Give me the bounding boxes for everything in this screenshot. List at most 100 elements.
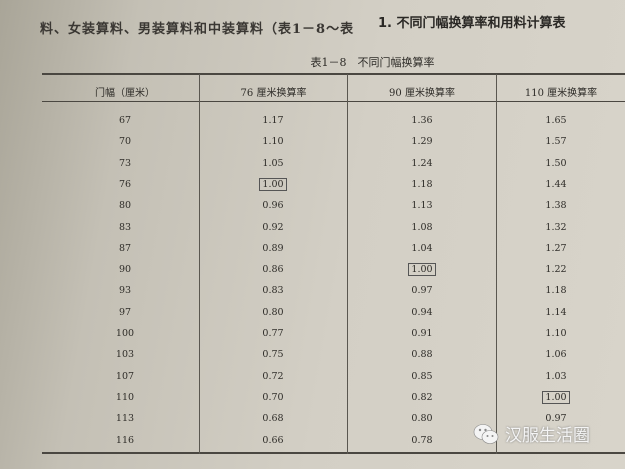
watermark-text: 汉服生活圈 xyxy=(505,426,590,446)
rate-cell: 1.44 xyxy=(526,179,586,190)
rate-cell: 1.22 xyxy=(526,264,586,275)
rate-cell: 1.13 xyxy=(392,200,452,211)
row-width-cell: 116 xyxy=(95,435,155,446)
row-width-cell: 76 xyxy=(95,179,155,190)
cell-value: 1.10 xyxy=(545,328,567,339)
rate-cell: 1.08 xyxy=(392,222,452,233)
rate-cell: 0.80 xyxy=(392,413,452,424)
rate-cell: 1.36 xyxy=(392,115,452,126)
rate-cell: 1.00 xyxy=(526,390,586,404)
rate-cell: 1.14 xyxy=(526,307,586,318)
rate-cell: 1.00 xyxy=(392,263,452,277)
row-width-cell: 113 xyxy=(95,413,155,424)
cell-value: 0.92 xyxy=(262,221,284,233)
rate-cell: 0.75 xyxy=(243,349,303,360)
rate-cell: 0.97 xyxy=(526,413,586,424)
header-76: 76 厘米换算率 xyxy=(240,88,307,99)
header-rule xyxy=(42,101,625,102)
row-width-cell: 70 xyxy=(95,136,155,147)
cell-value: 1.44 xyxy=(545,178,567,190)
rate-cell: 1.10 xyxy=(243,136,303,147)
cell-value: 1.18 xyxy=(545,285,567,297)
rate-cell: 1.17 xyxy=(243,115,303,126)
cell-value: 1.24 xyxy=(411,157,433,169)
rate-cell: 1.57 xyxy=(526,136,586,147)
cell-value: 80 xyxy=(118,200,132,212)
rate-cell: 1.06 xyxy=(526,349,586,360)
cell-value: 1.65 xyxy=(545,115,567,126)
rate-cell: 1.65 xyxy=(526,115,586,126)
cell-value: 1.08 xyxy=(411,221,433,233)
rate-cell: 0.82 xyxy=(392,392,452,403)
cell-value: 1.00 xyxy=(542,390,570,404)
cell-value: 113 xyxy=(115,413,135,425)
rate-cell: 1.05 xyxy=(243,158,303,169)
cell-value: 0.88 xyxy=(411,349,433,361)
cell-value: 70 xyxy=(118,136,132,148)
cell-value: 0.68 xyxy=(262,413,284,425)
cell-value: 83 xyxy=(118,221,132,233)
cell-value: 1.57 xyxy=(545,136,567,148)
cell-value: 67 xyxy=(118,115,132,126)
cell-value: 1.18 xyxy=(411,178,433,190)
cell-value: 1.36 xyxy=(411,115,433,126)
rate-cell: 0.72 xyxy=(243,371,303,382)
cell-value: 116 xyxy=(115,434,135,446)
table-bottom-rule xyxy=(42,452,625,454)
cell-value: 1.04 xyxy=(411,242,433,254)
rate-cell: 0.77 xyxy=(243,328,303,339)
cell-value: 1.14 xyxy=(545,306,567,318)
rate-cell: 1.18 xyxy=(392,179,452,190)
cell-value: 0.77 xyxy=(262,328,284,339)
row-width-cell: 73 xyxy=(95,158,155,169)
table-top-rule xyxy=(42,73,625,75)
column-divider xyxy=(199,74,200,454)
header-90: 90 厘米换算率 xyxy=(389,88,455,99)
cell-value: 0.91 xyxy=(411,328,433,339)
rate-cell: 1.04 xyxy=(392,243,452,254)
cell-value: 87 xyxy=(118,242,132,254)
cell-value: 0.86 xyxy=(262,264,284,276)
row-width-cell: 80 xyxy=(95,200,155,211)
cell-value: 1.06 xyxy=(545,349,567,361)
cell-value: 100 xyxy=(115,328,135,339)
cell-value: 1.22 xyxy=(545,264,567,276)
rate-cell: 0.86 xyxy=(243,264,303,275)
rate-cell: 1.29 xyxy=(392,136,452,147)
cell-value: 0.83 xyxy=(262,285,284,297)
cell-value: 0.78 xyxy=(411,434,433,446)
rate-cell: 1.50 xyxy=(526,158,586,169)
cell-value: 1.50 xyxy=(545,157,567,169)
header-110: 110 厘米换算率 xyxy=(524,88,598,99)
cell-value: 0.72 xyxy=(262,370,284,382)
rate-cell: 0.83 xyxy=(243,285,303,296)
rate-cell: 0.70 xyxy=(243,392,303,403)
cell-value: 0.70 xyxy=(262,391,284,403)
rate-cell: 1.00 xyxy=(243,177,303,191)
row-width-cell: 110 xyxy=(95,392,155,403)
rate-cell: 0.66 xyxy=(243,435,303,446)
rate-cell: 1.32 xyxy=(526,222,586,233)
cell-value: 1.05 xyxy=(262,157,284,169)
cell-value: 103 xyxy=(115,349,135,361)
cell-value: 0.94 xyxy=(411,306,433,318)
column-divider xyxy=(496,74,497,454)
cell-value: 1.38 xyxy=(545,200,567,212)
section-heading: 1. 不同门幅换算率和用料计算表 xyxy=(378,16,566,31)
cell-value: 0.80 xyxy=(411,413,433,425)
cell-value: 1.03 xyxy=(545,370,567,382)
rate-cell: 0.68 xyxy=(243,413,303,424)
cell-value: 93 xyxy=(118,285,132,297)
rate-cell: 1.03 xyxy=(526,371,586,382)
rate-cell: 1.27 xyxy=(526,243,586,254)
cell-value: 110 xyxy=(115,391,135,403)
cell-value: 1.00 xyxy=(259,177,287,191)
body-text: 料、女装算料、男装算料和中装算料（表1－8～表 xyxy=(40,22,355,37)
rate-cell: 1.18 xyxy=(526,285,586,296)
column-divider xyxy=(347,74,348,454)
row-width-cell: 83 xyxy=(95,222,155,233)
row-width-cell: 103 xyxy=(95,349,155,360)
cell-value: 107 xyxy=(115,370,135,382)
cell-value: 1.13 xyxy=(411,200,433,212)
cell-value: 0.89 xyxy=(262,242,284,254)
